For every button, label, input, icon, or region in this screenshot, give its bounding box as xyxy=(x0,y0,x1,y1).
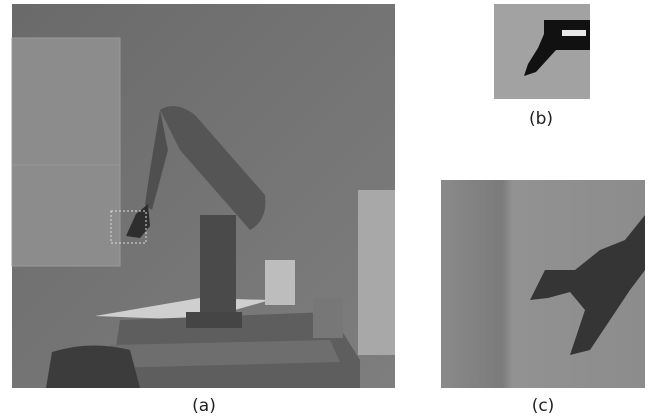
panel-label: (c) xyxy=(532,396,555,416)
zoom-image xyxy=(441,180,645,388)
panel-label: (b) xyxy=(529,109,553,129)
panel-label: (a) xyxy=(192,396,216,416)
photo-scene xyxy=(11,4,395,388)
template-image xyxy=(494,4,590,99)
